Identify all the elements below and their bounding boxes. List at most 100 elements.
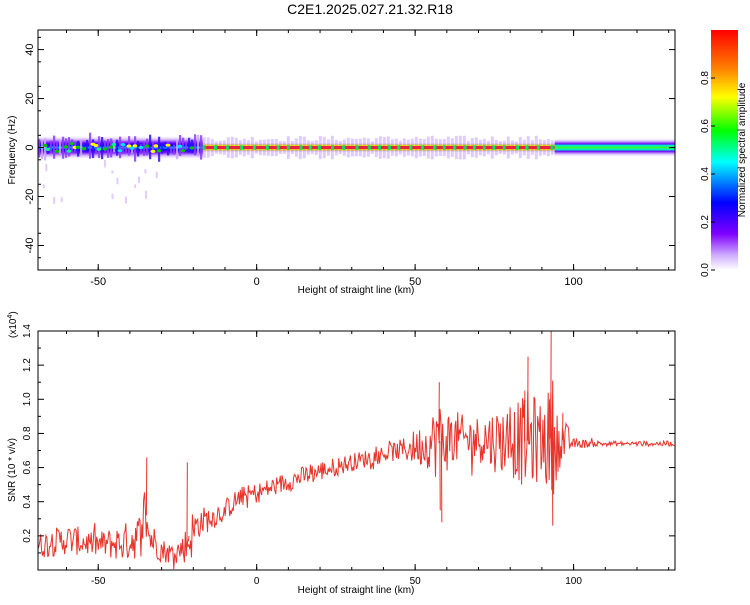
spectrogram-noise bbox=[156, 172, 158, 178]
spectrogram-speckle bbox=[107, 139, 109, 158]
spectrogram-halo bbox=[251, 137, 254, 158]
spectrogram-halo bbox=[303, 137, 306, 159]
spectrogram-hotspot bbox=[178, 145, 183, 148]
spectrogram-hotspot bbox=[133, 144, 138, 147]
spectrogram-halo bbox=[271, 139, 274, 156]
spectrogram-halo bbox=[431, 136, 434, 160]
colorbar-tick-label: 0.8 bbox=[700, 71, 711, 85]
spectrogram-halo bbox=[495, 140, 498, 155]
spectrogram-halo bbox=[487, 141, 490, 155]
spectrogram-halo bbox=[223, 140, 226, 154]
snr-data bbox=[38, 328, 674, 570]
spectrogram-speckle bbox=[56, 143, 58, 151]
spectrogram-hotspot bbox=[64, 145, 69, 148]
spectrogram-halo bbox=[291, 141, 294, 154]
spectrogram-speckle bbox=[185, 142, 187, 150]
spectrogram-x-tick-label: -50 bbox=[90, 276, 106, 288]
snr-frame bbox=[38, 331, 675, 570]
spectrogram-halo bbox=[551, 140, 554, 154]
spectrogram-halo bbox=[415, 137, 418, 159]
spectrogram-hotspot bbox=[82, 147, 87, 150]
spectrogram-halo bbox=[355, 139, 358, 156]
snr-multiplier-label: (x104) bbox=[7, 311, 19, 338]
spectrogram-halo bbox=[443, 139, 446, 156]
spectrogram-speckle bbox=[200, 135, 202, 159]
spectrogram-halo bbox=[347, 138, 350, 158]
snr-y-tick-label: 1.0 bbox=[22, 392, 33, 406]
snr-y-tick-label: 0.4 bbox=[22, 494, 33, 508]
spectrogram-noise bbox=[45, 164, 47, 171]
spectrogram-halo bbox=[295, 138, 298, 156]
spectrogram-speckle bbox=[188, 138, 190, 153]
spectrogram-halo bbox=[219, 141, 222, 155]
spectrogram-hotspot bbox=[103, 147, 108, 150]
spectrogram-x-axis-label: Height of straight line (km) bbox=[298, 285, 415, 296]
spectrogram-halo bbox=[407, 140, 410, 156]
spectrogram-y-tick-label: -20 bbox=[24, 189, 36, 205]
spectrogram-halo bbox=[335, 140, 338, 156]
snr-y-tick-label: 0.8 bbox=[22, 426, 33, 440]
spectrogram-halo bbox=[311, 141, 314, 154]
snr-multiplier-text: (x10 bbox=[8, 318, 19, 338]
spectrogram-noise bbox=[134, 184, 136, 188]
spectrogram-noise bbox=[145, 191, 147, 199]
spectrogram-halo bbox=[439, 139, 442, 156]
spectrogram-noise bbox=[111, 171, 113, 174]
colorbar: 0.00.20.40.60.8 Normalized spectral ampl… bbox=[700, 30, 748, 277]
spectrogram-speckle bbox=[149, 135, 151, 160]
spectrogram-halo bbox=[363, 138, 366, 158]
spectrogram-halo bbox=[387, 136, 390, 158]
spectrogram-noise bbox=[144, 169, 146, 173]
spectrogram-hotspot bbox=[43, 144, 48, 147]
spectrogram-halo bbox=[263, 140, 266, 156]
spectrogram-y-tick-label: -40 bbox=[24, 238, 36, 254]
spectrogram-halo bbox=[283, 141, 286, 154]
spectrogram-halo bbox=[471, 138, 474, 157]
spectrogram-noise bbox=[125, 197, 127, 204]
spectrogram-hotspot bbox=[145, 144, 150, 147]
spectrogram-hotspot bbox=[166, 144, 171, 147]
spectrogram-halo bbox=[239, 140, 242, 155]
spectrogram-x-tick-label: 100 bbox=[564, 276, 582, 288]
spectrogram-halo bbox=[539, 139, 542, 156]
snr-x-tick-label: -50 bbox=[91, 576, 106, 587]
spectrogram-y-axis-label: Frequency (Hz) bbox=[7, 116, 18, 185]
snr-multiplier-close: ) bbox=[8, 311, 19, 314]
spectrogram-halo bbox=[519, 137, 522, 158]
snr-y-axis-label: SNR (10 * v/v) bbox=[7, 438, 18, 502]
spectrogram-noise bbox=[61, 197, 63, 202]
spectrogram-speckle bbox=[92, 139, 94, 158]
spectrogram-speckle bbox=[194, 134, 196, 155]
spectrogram-halo bbox=[451, 138, 454, 157]
spectrogram-halo bbox=[259, 140, 262, 155]
spectrogram-speckle bbox=[98, 136, 100, 158]
spectrogram-halo bbox=[215, 141, 218, 153]
spectrogram-hotspot bbox=[46, 148, 51, 151]
spectrogram-halo bbox=[523, 140, 526, 156]
spectrogram-halo bbox=[315, 140, 318, 155]
snr-y-tick-label: 1.2 bbox=[22, 358, 33, 372]
spectrogram-halo bbox=[463, 136, 466, 160]
spectrogram-halo bbox=[323, 137, 326, 158]
spectrogram-halo bbox=[379, 136, 382, 159]
colorbar-tick-label: 0.6 bbox=[700, 119, 711, 133]
snr-y-tick-label: 1.4 bbox=[22, 324, 33, 338]
spectrogram-y-tick-label: 40 bbox=[24, 43, 36, 55]
spectrogram-hotspot bbox=[139, 146, 144, 149]
spectrogram-smooth-line bbox=[555, 147, 675, 149]
spectrogram-halo bbox=[479, 140, 482, 156]
spectrogram-halo bbox=[499, 141, 502, 154]
spectrogram-halo bbox=[491, 137, 494, 159]
spectrogram-halo bbox=[367, 138, 370, 156]
figure-title: C2E1.2025.027.21.32.R18 bbox=[287, 1, 453, 17]
spectrogram-halo bbox=[211, 139, 214, 156]
spectrogram-halo bbox=[515, 142, 518, 154]
spectrogram-halo bbox=[327, 139, 330, 155]
spectrogram-speckle bbox=[134, 136, 136, 161]
spectrogram-speckle bbox=[59, 140, 61, 154]
spectrogram-halo bbox=[447, 137, 450, 159]
spectrogram-hotspot bbox=[118, 149, 123, 152]
spectrogram-speckle bbox=[80, 140, 82, 155]
spectrogram-halo bbox=[287, 136, 290, 159]
